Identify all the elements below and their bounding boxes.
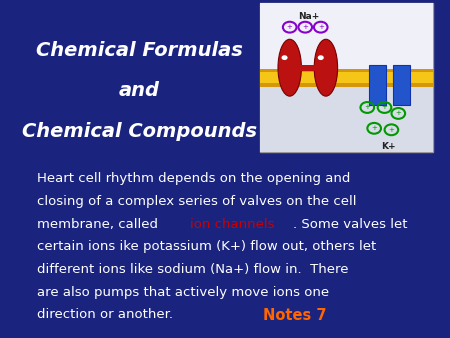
Text: . Some valves let: . Some valves let xyxy=(293,218,407,231)
Text: +: + xyxy=(318,24,324,30)
FancyBboxPatch shape xyxy=(261,3,433,152)
Circle shape xyxy=(282,55,288,60)
Text: Heart cell rhythm depends on the opening and: Heart cell rhythm depends on the opening… xyxy=(37,172,350,185)
Bar xyxy=(261,69,433,87)
Text: certain ions ike potassium (K+) flow out, others let: certain ions ike potassium (K+) flow out… xyxy=(37,240,376,253)
Bar xyxy=(261,81,433,152)
Bar xyxy=(261,72,433,83)
Bar xyxy=(261,3,433,78)
Text: Notes 7: Notes 7 xyxy=(262,308,326,323)
Text: Chemical Formulas: Chemical Formulas xyxy=(36,41,243,59)
Text: different ions like sodium (Na+) flow in.  There: different ions like sodium (Na+) flow in… xyxy=(37,263,348,276)
Text: +: + xyxy=(382,104,387,111)
Text: and: and xyxy=(119,81,160,100)
Text: closing of a complex series of valves on the cell: closing of a complex series of valves on… xyxy=(37,195,356,208)
Text: Na+: Na+ xyxy=(298,12,320,21)
Bar xyxy=(285,65,330,71)
Ellipse shape xyxy=(278,39,302,96)
Circle shape xyxy=(318,55,324,60)
Ellipse shape xyxy=(314,39,338,96)
Text: +: + xyxy=(396,111,401,116)
Text: membrane, called: membrane, called xyxy=(37,218,162,231)
Bar xyxy=(369,65,386,104)
Text: ion channels: ion channels xyxy=(190,218,274,231)
Bar xyxy=(393,65,410,104)
Text: direction or another.: direction or another. xyxy=(37,308,173,321)
Text: +: + xyxy=(302,24,308,30)
Text: +: + xyxy=(371,125,377,131)
Text: +: + xyxy=(388,127,394,133)
Text: Chemical Compounds: Chemical Compounds xyxy=(22,122,256,141)
Text: K+: K+ xyxy=(381,142,395,151)
Text: +: + xyxy=(364,104,370,111)
Text: +: + xyxy=(287,24,292,30)
Text: are also pumps that actively move ions one: are also pumps that actively move ions o… xyxy=(37,286,329,298)
